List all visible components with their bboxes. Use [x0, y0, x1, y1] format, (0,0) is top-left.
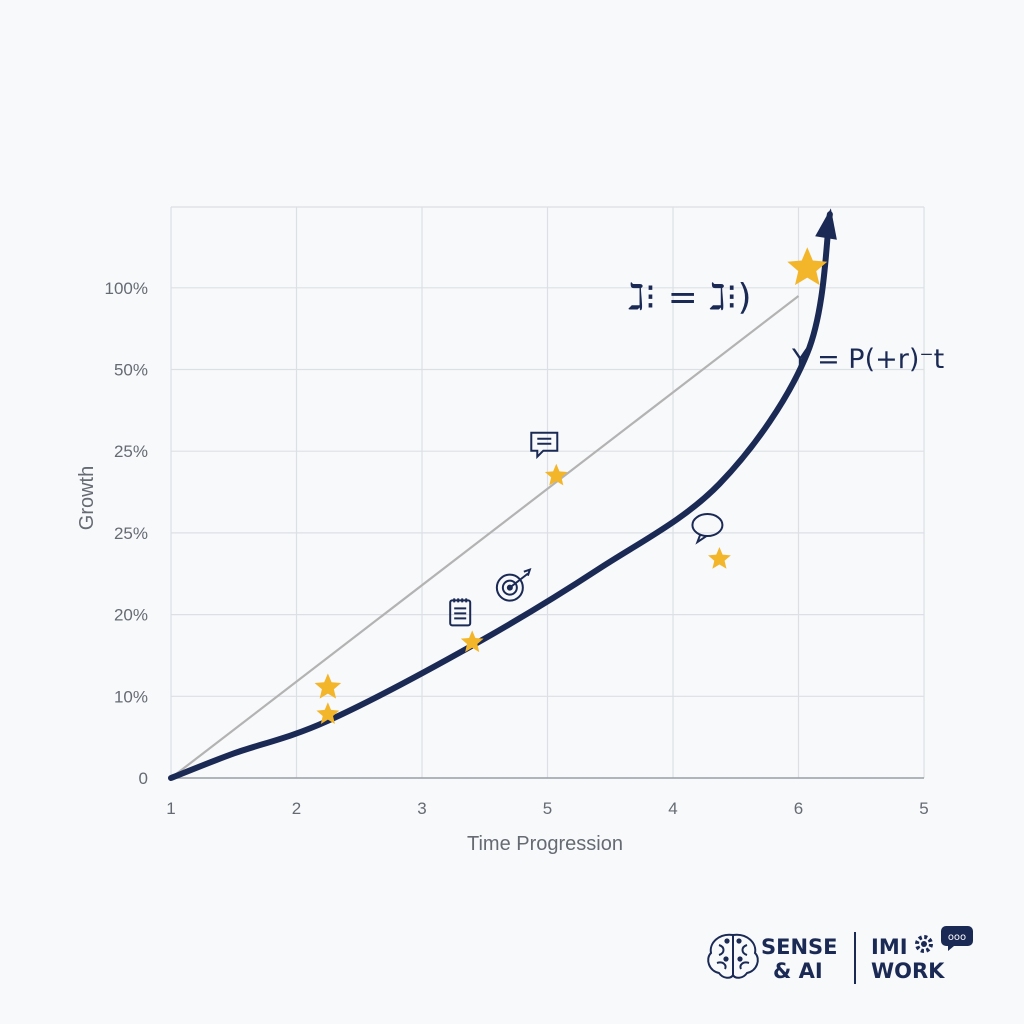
- bubble-tail: [695, 533, 707, 545]
- chat-bubble-text: ооо: [948, 932, 966, 943]
- message-body: [530, 431, 559, 460]
- y-tick-label: 25%: [114, 524, 148, 543]
- star-marker: [316, 702, 340, 724]
- y-axis-label: Growth: [76, 466, 98, 530]
- series-group: [168, 208, 837, 781]
- formula-text: Y = P(+r)⁻t: [791, 344, 944, 375]
- y-tick-label: 25%: [114, 442, 148, 461]
- star-marker: [708, 547, 731, 569]
- chat-bubble-icon: ооо: [941, 926, 973, 951]
- clipboard-icon: [449, 598, 472, 627]
- x-tick-label: 3: [417, 799, 426, 818]
- target-ring-inner: [501, 579, 518, 596]
- target-arrow: [509, 568, 532, 589]
- x-tick-label: 1: [166, 799, 175, 818]
- x-axis-label: Time Progression: [467, 833, 623, 855]
- star-marker: [787, 247, 828, 286]
- x-tick-label: 5: [543, 799, 552, 818]
- y-tick-label: 50%: [114, 361, 148, 380]
- target-ring-outer: [495, 573, 524, 602]
- arrow-head: [815, 208, 837, 240]
- brain-icon: [707, 933, 759, 979]
- message-icon: [530, 431, 559, 460]
- x-tick-label: 5: [919, 799, 928, 818]
- y-tick-label: 20%: [114, 606, 148, 625]
- markers-group: [314, 247, 828, 724]
- speech-bubble-icon: [691, 513, 724, 545]
- linear-trend-line: [170, 295, 800, 779]
- tick-labels: 1 2 3 5 4 6 5 0 10% 20% 25% 25% 50% 100%: [105, 279, 929, 818]
- brand-logo: SENSE & AI IMI WORK ооо: [707, 926, 973, 984]
- y-tick-label: 10%: [114, 687, 148, 706]
- x-tick-label: 4: [668, 799, 677, 818]
- brand-right-line2: WORK: [871, 959, 945, 983]
- gear-icon: [915, 935, 933, 953]
- x-tick-label: 2: [292, 799, 301, 818]
- clipboard-body: [449, 599, 472, 627]
- star-marker: [314, 673, 342, 699]
- message-lines: [537, 437, 552, 445]
- brand-left-line1: SENSE: [761, 935, 838, 959]
- growth-curve: [168, 211, 833, 781]
- brand-left-line2: & AI: [773, 959, 823, 983]
- y-tick-label: 100%: [105, 279, 148, 298]
- formula-glyph: ℷ⁝ = ℷ⁝): [628, 277, 752, 318]
- clipboard-lines: [453, 598, 468, 620]
- star-marker: [544, 463, 568, 486]
- target-icon: [495, 568, 532, 602]
- x-tick-label: 6: [794, 799, 803, 818]
- bubble-body: [691, 513, 724, 538]
- y-tick-label: 0: [139, 769, 148, 788]
- star-marker: [460, 630, 484, 653]
- brand-right-line1: IMI: [871, 935, 908, 959]
